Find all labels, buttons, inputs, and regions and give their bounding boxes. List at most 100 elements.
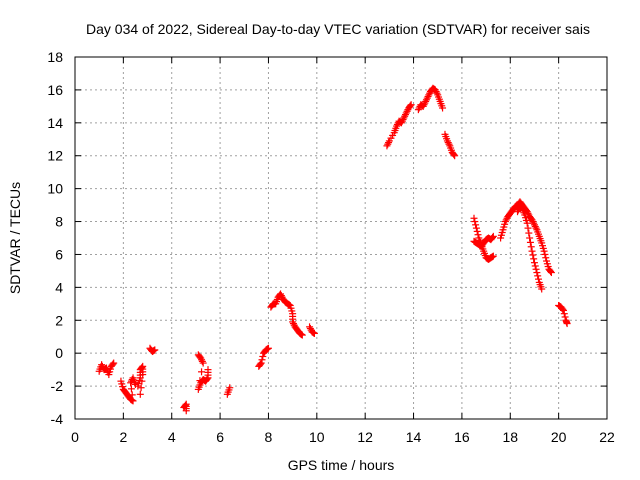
data-point	[471, 218, 479, 226]
y-tick-label: 6	[55, 246, 63, 262]
chart-title: Day 034 of 2022, Sidereal Day-to-day VTE…	[86, 21, 590, 37]
y-tick-label: 4	[55, 279, 63, 295]
y-tick-label: 2	[55, 312, 63, 328]
y-tick-label: 12	[47, 148, 63, 164]
data-point	[526, 238, 534, 246]
data-point	[98, 361, 106, 369]
plot-frame	[74, 56, 608, 420]
x-tick-label: 16	[454, 429, 470, 445]
y-tick-label: 16	[47, 82, 63, 98]
data-point	[559, 305, 567, 313]
data-point	[524, 224, 532, 232]
data-point	[531, 222, 539, 230]
y-tick-label: -2	[51, 378, 64, 394]
data-point	[203, 375, 211, 383]
y-tick-label: 10	[47, 181, 63, 197]
data-point	[443, 137, 451, 145]
data-point	[128, 391, 136, 399]
data-point	[258, 356, 266, 364]
data-point	[489, 233, 497, 241]
data-point	[110, 359, 118, 367]
data-point	[420, 101, 428, 109]
data-point	[199, 359, 207, 367]
data-point	[514, 208, 522, 216]
data-point	[138, 363, 146, 371]
data-point	[542, 254, 550, 262]
x-tick-label: 0	[71, 429, 79, 445]
data-point	[527, 243, 535, 251]
axis-ticks	[74, 56, 608, 420]
y-tick-label: -4	[51, 411, 64, 427]
data-point	[129, 397, 137, 405]
data-point	[109, 360, 117, 368]
data-point	[529, 218, 537, 226]
data-point	[538, 285, 546, 293]
grid-lines	[75, 57, 607, 419]
data-point	[264, 344, 272, 352]
data-point	[526, 234, 534, 242]
data-point	[431, 86, 439, 94]
y-tick-labels: -4 -2 0 2 4 6 8 10 12 14 16 18	[47, 49, 63, 427]
data-point	[226, 384, 234, 392]
data-point	[289, 320, 297, 328]
data-point	[559, 306, 567, 314]
data-point	[400, 114, 408, 122]
data-point	[530, 259, 538, 267]
data-point	[560, 310, 568, 318]
data-point	[289, 318, 297, 326]
data-point	[561, 313, 569, 321]
data-point	[385, 139, 393, 147]
data-point	[422, 97, 430, 105]
data-point	[259, 352, 267, 360]
data-point	[384, 140, 392, 148]
data-point	[383, 142, 391, 150]
data-point	[138, 377, 146, 385]
data-point	[423, 94, 431, 102]
x-tick-label: 18	[502, 429, 518, 445]
data-point	[525, 229, 533, 237]
x-tick-label: 2	[119, 429, 127, 445]
data-point	[310, 329, 318, 337]
data-point	[547, 267, 555, 275]
data-point	[523, 219, 531, 227]
data-point	[256, 360, 264, 368]
data-point	[277, 292, 285, 300]
data-point	[445, 140, 453, 148]
data-point	[421, 99, 429, 107]
data-point	[424, 92, 432, 100]
y-tick-label: 0	[55, 345, 63, 361]
data-point	[407, 101, 415, 109]
data-point	[298, 331, 306, 339]
data-point	[530, 255, 538, 263]
x-tick-label: 22	[599, 429, 615, 445]
data-point	[419, 102, 427, 110]
data-point	[414, 106, 422, 114]
y-tick-label: 14	[47, 115, 63, 131]
data-point	[402, 109, 410, 117]
data-point	[534, 275, 542, 283]
data-point	[306, 325, 314, 332]
data-point	[406, 102, 414, 110]
data-point	[139, 371, 147, 379]
x-tick-label: 20	[551, 429, 567, 445]
data-point	[473, 227, 481, 235]
data-point	[403, 107, 411, 115]
data-point	[489, 252, 497, 260]
data-point	[198, 356, 206, 364]
y-tick-label: 18	[47, 49, 63, 65]
data-point	[450, 151, 458, 159]
data-point	[198, 368, 206, 376]
data-point	[472, 224, 480, 232]
data-point	[401, 112, 409, 120]
data-point	[530, 221, 538, 229]
data-point	[181, 401, 189, 409]
data-point	[444, 139, 452, 147]
data-point	[489, 232, 497, 240]
data-point	[433, 89, 441, 97]
data-point	[182, 407, 190, 415]
data-point	[474, 231, 482, 239]
x-tick-labels: 0 2 4 6 8 10 12 14 16 18 20 22	[71, 429, 615, 445]
data-point	[197, 354, 205, 362]
data-point	[451, 152, 459, 160]
